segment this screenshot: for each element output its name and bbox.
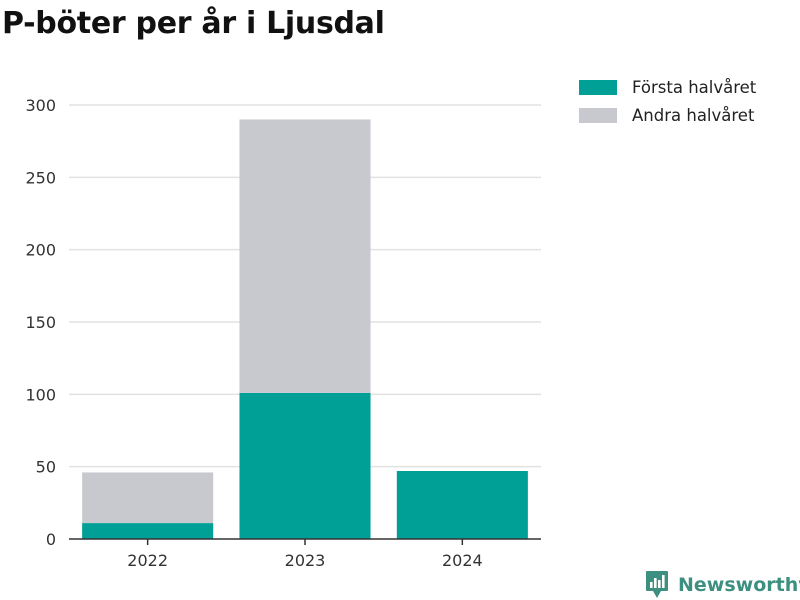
y-tick-label: 50 xyxy=(36,458,56,477)
brand-name: Newsworthy xyxy=(678,574,800,596)
newsworthy-logo-icon xyxy=(646,571,668,598)
legend-label: Första halvåret xyxy=(632,77,757,97)
y-tick-label: 250 xyxy=(25,168,56,187)
y-tick-label: 200 xyxy=(25,241,56,260)
y-tick-label: 150 xyxy=(25,313,56,332)
x-tick-label: 2024 xyxy=(442,551,483,570)
legend-item: Första halvåret xyxy=(579,73,756,101)
bar-segment xyxy=(82,472,214,524)
brand-logo: Newsworthy xyxy=(645,570,800,600)
y-tick-label: 100 xyxy=(25,385,56,404)
legend: Första halvåret Andra halvåret xyxy=(579,73,756,129)
bar-segment xyxy=(239,392,371,539)
y-axis-labels: 0 50 100 150 200 250 300 xyxy=(25,96,56,549)
legend-swatch xyxy=(579,107,617,123)
x-tick-label: 2022 xyxy=(127,551,168,570)
y-tick-label: 300 xyxy=(25,96,56,115)
bars xyxy=(82,119,528,539)
x-tick-label: 2023 xyxy=(285,551,326,570)
bar-segment xyxy=(239,119,371,393)
legend-swatch xyxy=(579,79,617,95)
chart-title: P-böter per år i Ljusdal xyxy=(2,6,385,41)
bar-segment xyxy=(396,471,528,539)
legend-item: Andra halvåret xyxy=(579,101,756,129)
y-tick-label: 0 xyxy=(46,530,56,549)
legend-label: Andra halvåret xyxy=(632,105,755,125)
x-axis-labels: 2022 2023 2024 xyxy=(127,551,482,570)
bar-segment xyxy=(82,523,214,539)
x-tick-marks xyxy=(146,539,464,545)
